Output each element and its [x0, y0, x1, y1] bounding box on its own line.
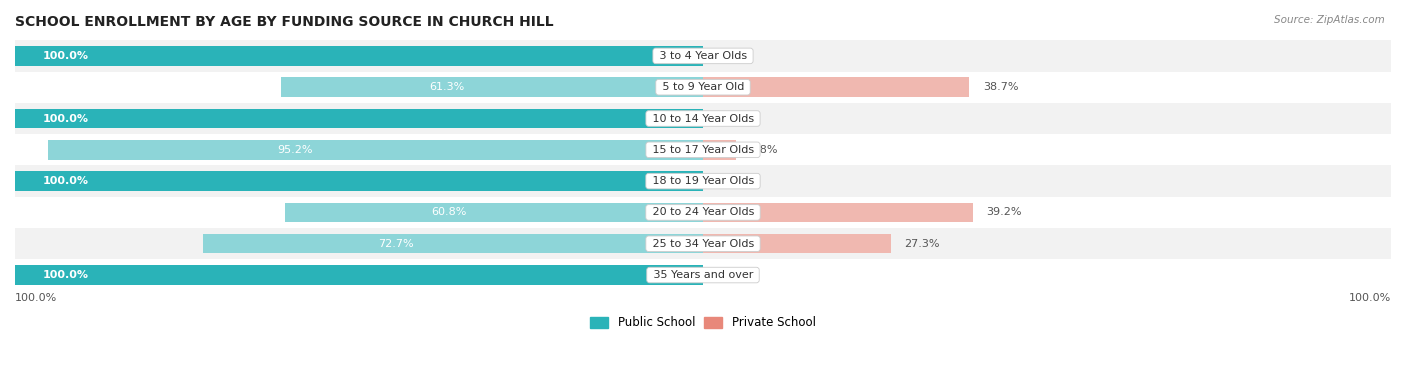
Text: 35 Years and over: 35 Years and over [650, 270, 756, 280]
Bar [15, 134, 1391, 166]
Text: 0.0%: 0.0% [717, 113, 745, 124]
Bar [281, 77, 703, 97]
Text: 27.3%: 27.3% [904, 239, 941, 249]
Text: 39.2%: 39.2% [987, 208, 1022, 217]
Text: 100.0%: 100.0% [42, 176, 89, 186]
Text: Source: ZipAtlas.com: Source: ZipAtlas.com [1274, 15, 1385, 25]
Text: 5 to 9 Year Old: 5 to 9 Year Old [658, 82, 748, 92]
Bar [703, 234, 891, 253]
Bar [15, 197, 1391, 228]
Text: 100.0%: 100.0% [42, 270, 89, 280]
Text: 60.8%: 60.8% [432, 208, 467, 217]
Text: 100.0%: 100.0% [42, 51, 89, 61]
Bar [703, 77, 969, 97]
Text: 10 to 14 Year Olds: 10 to 14 Year Olds [648, 113, 758, 124]
Text: SCHOOL ENROLLMENT BY AGE BY FUNDING SOURCE IN CHURCH HILL: SCHOOL ENROLLMENT BY AGE BY FUNDING SOUR… [15, 15, 554, 29]
Text: 15 to 17 Year Olds: 15 to 17 Year Olds [648, 145, 758, 155]
Bar [15, 109, 703, 128]
Text: 100.0%: 100.0% [42, 113, 89, 124]
Text: 100.0%: 100.0% [1348, 293, 1391, 303]
Text: 38.7%: 38.7% [983, 82, 1018, 92]
Bar [15, 166, 1391, 197]
Text: 4.8%: 4.8% [749, 145, 779, 155]
Text: 95.2%: 95.2% [277, 145, 312, 155]
Text: 0.0%: 0.0% [717, 176, 745, 186]
Bar [202, 234, 703, 253]
Text: 25 to 34 Year Olds: 25 to 34 Year Olds [648, 239, 758, 249]
Bar [15, 171, 703, 191]
Text: 61.3%: 61.3% [429, 82, 464, 92]
Text: 0.0%: 0.0% [717, 51, 745, 61]
Bar [15, 265, 703, 285]
Legend: Public School, Private School: Public School, Private School [586, 312, 820, 334]
Bar [703, 203, 973, 222]
Bar [703, 140, 735, 160]
Text: 100.0%: 100.0% [15, 293, 58, 303]
Bar [48, 140, 703, 160]
Text: 3 to 4 Year Olds: 3 to 4 Year Olds [655, 51, 751, 61]
Bar [15, 228, 1391, 259]
Text: 20 to 24 Year Olds: 20 to 24 Year Olds [648, 208, 758, 217]
Bar [15, 40, 1391, 71]
Text: 72.7%: 72.7% [378, 239, 413, 249]
Bar [284, 203, 703, 222]
Bar [15, 71, 1391, 103]
Bar [15, 259, 1391, 291]
Text: 0.0%: 0.0% [717, 270, 745, 280]
Text: 18 to 19 Year Olds: 18 to 19 Year Olds [648, 176, 758, 186]
Bar [15, 46, 703, 66]
Bar [15, 103, 1391, 134]
